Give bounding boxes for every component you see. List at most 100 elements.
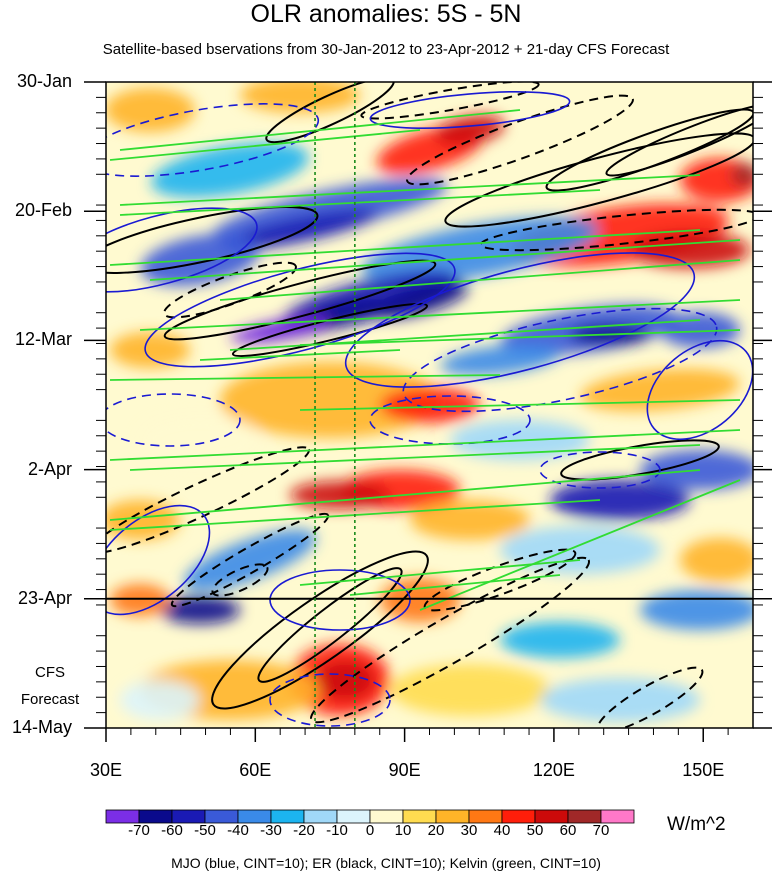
anomaly-patch [731,163,753,187]
anomaly-patch [500,622,620,658]
colorbar-label: -60 [161,822,183,839]
anomaly-patch [315,660,375,700]
kelvin-contour [299,399,741,411]
x-tick-label: 120E [532,760,575,780]
anomaly-patch [183,529,317,591]
kelvin-contour [119,174,701,206]
mjo-contour [539,451,661,489]
olr-anomaly-field [106,82,753,728]
x-tick-label: 150E [682,760,725,780]
er-contour [406,94,634,186]
kelvin-contour [299,329,741,346]
er-contour [479,208,753,252]
mjo-contour [269,673,391,727]
anomaly-patch [140,414,260,466]
anomaly-patch [680,538,753,582]
er-contour [360,82,540,120]
er-contour [560,439,720,481]
er-contour [211,550,429,710]
legend-text: MJO (blue, CINT=10); ER (black, CINT=10)… [171,855,601,871]
mjo-contour [369,91,571,129]
colorbar [105,809,635,824]
colorbar-label: -40 [227,822,249,839]
er-contour [163,259,437,341]
mjo-contour [369,395,531,445]
anomaly-patch [120,680,200,720]
forecast-label: Forecast [20,691,80,708]
mjo-contour [106,393,241,447]
y-tick-label: 2-Apr [27,458,72,479]
colorbar-label: -20 [293,822,315,839]
er-contour [211,563,269,597]
kelvin-contour [119,189,601,216]
er-contour [310,556,590,724]
anomaly-patch [160,596,240,624]
colorbar-label: 70 [592,822,610,839]
mjo-contour [269,569,411,631]
kelvin-contour [149,239,741,281]
chart-subtitle: Satellite-based bservations from 30-Jan-… [102,41,670,58]
mjo-contour [402,307,718,413]
kelvin-contour [109,229,701,266]
colorbar-label: 10 [394,822,412,839]
anomaly-patch [435,114,505,146]
cfs-label: CFS [35,664,65,681]
anomaly-patch [230,316,330,344]
anomaly-patch [110,584,170,616]
anomaly-patch [371,281,469,319]
y-tick-label: 20-Feb [14,200,72,221]
anomaly-patch [290,481,390,509]
er-contour [106,206,319,274]
anomaly-patch [550,480,690,520]
anomaly-patch [380,387,480,423]
anomaly-patch [630,232,750,268]
x-tick-label: 60E [239,760,272,780]
kelvin-contour [119,109,521,151]
y-tick-label: 12-Mar [14,329,72,350]
colorbar-label: 40 [493,822,511,839]
er-contour [265,82,395,144]
x-tick-label: 30E [89,760,123,780]
colorbar-label: 20 [427,822,445,839]
anomaly-patch [221,209,379,251]
kelvin-contour [129,444,701,471]
anomaly-patch [540,678,700,722]
anomaly-patch [106,88,195,132]
anomaly-patch [390,664,550,716]
y-tick-label: 30-Jan [16,71,72,91]
colorbar-label: -50 [194,822,216,839]
colorbar-swatch [600,809,635,824]
er-contour [106,446,310,554]
mjo-contour [106,103,320,177]
colorbar-label: -10 [326,822,348,839]
anomaly-patch [240,82,360,113]
er-contour [596,666,704,728]
anomaly-patch [640,590,753,630]
kelvin-contour [199,349,401,361]
anomaly-patch [220,362,440,438]
mjo-contour [344,252,696,388]
colorbar-label: 30 [460,822,478,839]
anomaly-patch [361,216,599,284]
er-contour [163,261,297,319]
er-contour [605,103,753,177]
anomaly-patch [110,332,190,368]
colorbar-label: 0 [365,822,375,839]
er-contour [170,512,330,608]
colorbar-label: 60 [559,822,577,839]
wave-contours [106,82,753,728]
y-tick-label: 14-May [11,717,72,737]
anomaly-patch [151,142,309,198]
er-contour [257,567,403,683]
colorbar-label: -70 [128,822,150,839]
x-tick-label: 90E [388,760,421,780]
kelvin-contour [109,429,741,461]
kelvin-contour [419,479,741,611]
mjo-contour [106,207,258,293]
y-tick-label: 23-Apr [17,587,72,608]
kelvin-contour [109,469,701,521]
kelvin-contour [109,129,421,161]
kelvin-contour [109,374,501,381]
er-contour [444,132,753,228]
